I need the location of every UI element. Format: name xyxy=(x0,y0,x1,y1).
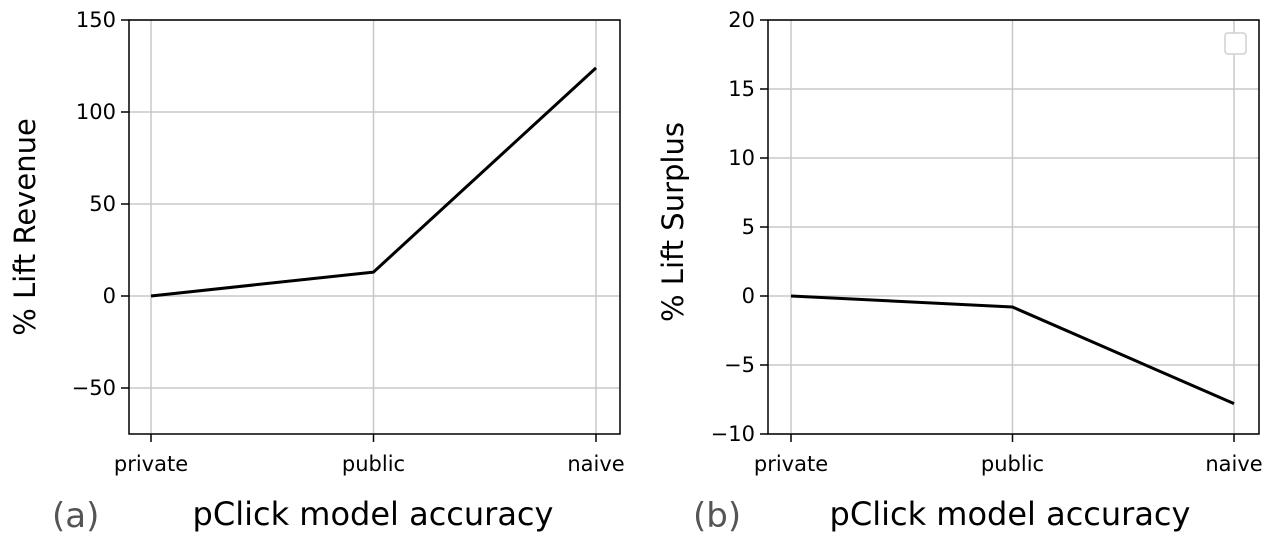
series-line xyxy=(150,66,598,298)
panel-label-a: (a) xyxy=(52,496,99,536)
plot-frame-a xyxy=(128,19,621,435)
y-tick-label: −5 xyxy=(724,353,755,377)
y-axis-label-b: % Lift Surplus xyxy=(656,122,690,322)
x-tick-label: public xyxy=(981,452,1044,476)
y-tick-label: 20 xyxy=(728,8,755,32)
y-tick-label: 100 xyxy=(76,100,116,124)
x-axis-label-b: pClick model accuracy xyxy=(830,495,1191,533)
chart-a: private public naive −50 0 50 100 150 % Lift Re… xyxy=(8,8,625,536)
x-axis-label-a: pClick model accuracy xyxy=(193,495,554,533)
y-tick-label: 0 xyxy=(742,284,755,308)
y-tick-label: 15 xyxy=(728,77,755,101)
y-axis-label-a: % Lift Revenue xyxy=(8,118,42,336)
y-tick-label: 0 xyxy=(103,284,116,308)
y-tick-label: 5 xyxy=(742,215,755,239)
y-tick-label: 50 xyxy=(89,192,116,216)
x-tick-label: public xyxy=(342,452,405,476)
y-tick-label: 150 xyxy=(76,8,116,32)
x-tick-label: naive xyxy=(1205,452,1262,476)
y-tick-label: 10 xyxy=(728,146,755,170)
x-tick-label: naive xyxy=(567,452,624,476)
panel-label-b: (b) xyxy=(693,496,741,536)
x-tick-label: private xyxy=(754,452,828,476)
chart-b: private public naive −10 −5 0 5 10 15 20 % Lift S… xyxy=(656,8,1263,536)
series-line xyxy=(790,294,1235,406)
legend-box xyxy=(1224,32,1247,55)
y-tick-label: −10 xyxy=(711,422,755,446)
x-tick-label: private xyxy=(114,452,188,476)
y-tick-label: −50 xyxy=(72,376,116,400)
